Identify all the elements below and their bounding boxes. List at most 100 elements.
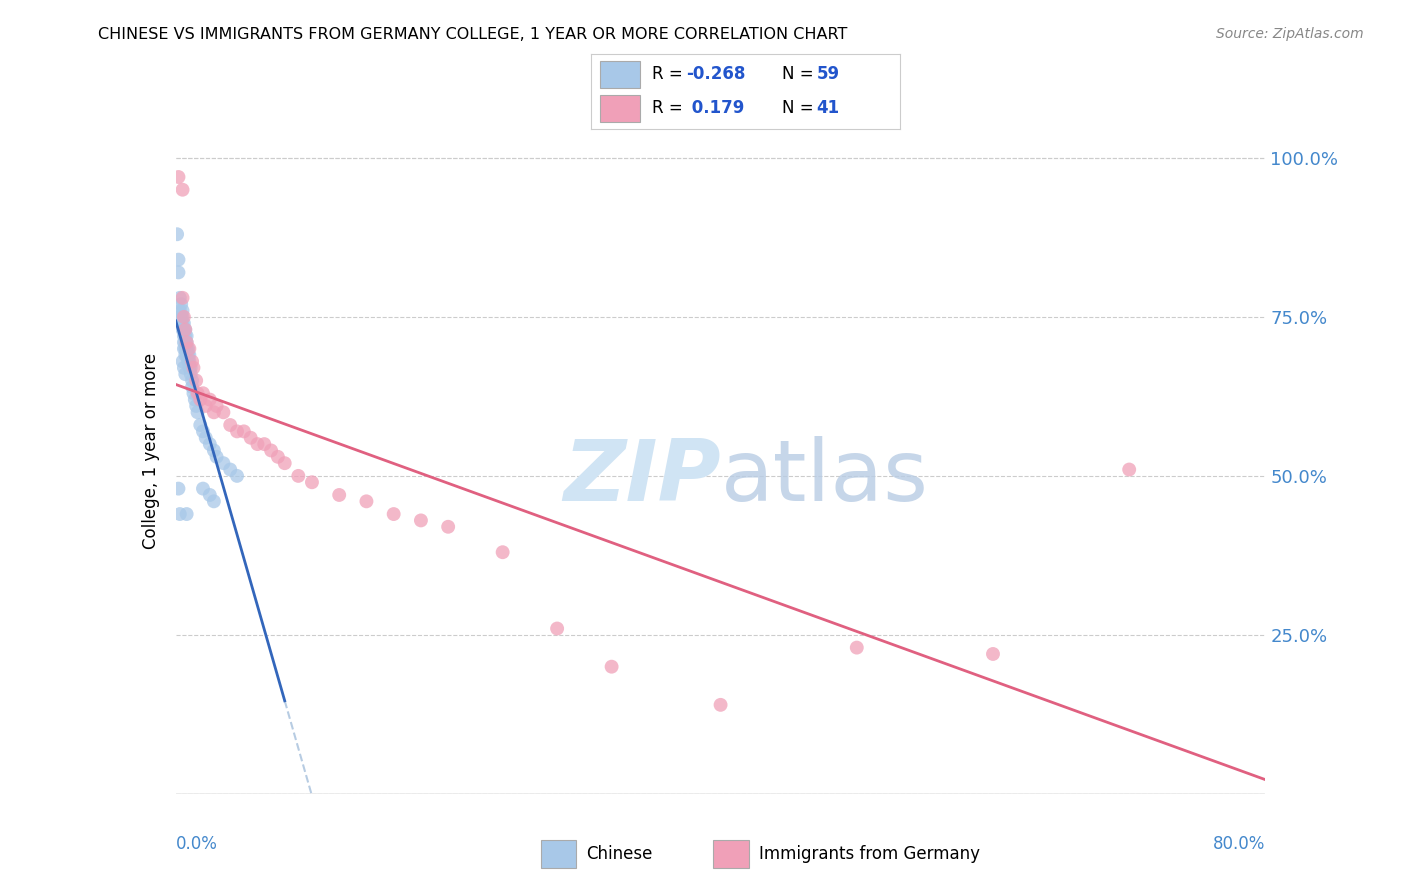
Point	[173, 323, 195, 337]
Point	[260, 443, 283, 458]
Point	[267, 450, 290, 464]
Point	[176, 348, 198, 362]
Point	[198, 392, 221, 407]
Point	[169, 310, 191, 324]
Point	[202, 494, 225, 508]
Point	[173, 310, 195, 324]
Text: 0.179: 0.179	[686, 99, 745, 117]
Point	[174, 348, 197, 362]
Text: Immigrants from Germany: Immigrants from Germany	[759, 845, 980, 863]
Point	[177, 354, 200, 368]
Point	[232, 425, 254, 439]
Point	[219, 417, 242, 432]
Point	[198, 488, 221, 502]
Point	[710, 698, 733, 712]
Point	[174, 367, 197, 381]
Point	[205, 399, 228, 413]
Point	[179, 342, 201, 356]
Point	[202, 405, 225, 419]
Text: N =: N =	[782, 99, 820, 117]
Point	[170, 316, 193, 330]
Point	[219, 462, 242, 476]
Point	[176, 507, 198, 521]
Point	[172, 323, 194, 337]
Point	[180, 367, 202, 381]
Point	[179, 360, 201, 375]
Point	[191, 425, 214, 439]
Text: CHINESE VS IMMIGRANTS FROM GERMANY COLLEGE, 1 YEAR OR MORE CORRELATION CHART: CHINESE VS IMMIGRANTS FROM GERMANY COLLE…	[98, 27, 848, 42]
Text: 80.0%: 80.0%	[1213, 835, 1265, 853]
Point	[174, 323, 197, 337]
Point	[212, 405, 235, 419]
Point	[176, 335, 198, 350]
Point	[212, 456, 235, 470]
Point	[194, 431, 217, 445]
Point	[170, 310, 193, 324]
Point	[176, 329, 198, 343]
Point	[183, 360, 205, 375]
Point	[181, 380, 204, 394]
Point	[194, 399, 217, 413]
Point	[172, 183, 194, 197]
Text: Source: ZipAtlas.com: Source: ZipAtlas.com	[1216, 27, 1364, 41]
Point	[173, 360, 195, 375]
Point	[202, 443, 225, 458]
Point	[845, 640, 868, 655]
Text: R =: R =	[652, 99, 689, 117]
Point	[600, 659, 623, 673]
Text: N =: N =	[782, 64, 820, 83]
Point	[301, 475, 323, 490]
Point	[174, 323, 197, 337]
Point	[173, 329, 195, 343]
Point	[170, 297, 193, 311]
Y-axis label: College, 1 year or more: College, 1 year or more	[142, 352, 160, 549]
Point	[246, 437, 269, 451]
Point	[167, 169, 190, 184]
Point	[166, 227, 188, 242]
Point	[167, 482, 190, 496]
Point	[179, 354, 201, 368]
FancyBboxPatch shape	[541, 840, 576, 868]
Point	[172, 316, 194, 330]
Point	[177, 348, 200, 362]
Point	[382, 507, 405, 521]
Point	[492, 545, 515, 559]
Point	[188, 392, 211, 407]
Point	[287, 469, 309, 483]
Point	[176, 342, 198, 356]
Point	[186, 405, 209, 419]
Point	[169, 291, 191, 305]
Point	[183, 386, 205, 401]
Point	[172, 310, 194, 324]
Point	[409, 513, 432, 527]
Text: atlas: atlas	[721, 436, 928, 519]
FancyBboxPatch shape	[600, 95, 640, 122]
Point	[173, 316, 195, 330]
Point	[186, 399, 208, 413]
Point	[226, 469, 249, 483]
Point	[437, 520, 460, 534]
Point	[186, 374, 208, 388]
Text: 41: 41	[817, 99, 839, 117]
Point	[546, 622, 568, 636]
Point	[173, 342, 195, 356]
Point	[188, 417, 211, 432]
FancyBboxPatch shape	[600, 62, 640, 87]
Point	[174, 335, 197, 350]
Point	[198, 437, 221, 451]
Point	[169, 303, 191, 318]
Point	[186, 386, 209, 401]
Point	[172, 291, 194, 305]
Point	[177, 342, 200, 356]
Point	[226, 425, 249, 439]
Point	[239, 431, 262, 445]
Point	[356, 494, 378, 508]
Point	[167, 265, 190, 279]
Text: 0.0%: 0.0%	[176, 835, 218, 853]
Point	[184, 392, 207, 407]
Point	[169, 507, 191, 521]
Point	[181, 374, 204, 388]
Point	[179, 348, 201, 362]
Point	[191, 386, 214, 401]
Point	[181, 354, 204, 368]
